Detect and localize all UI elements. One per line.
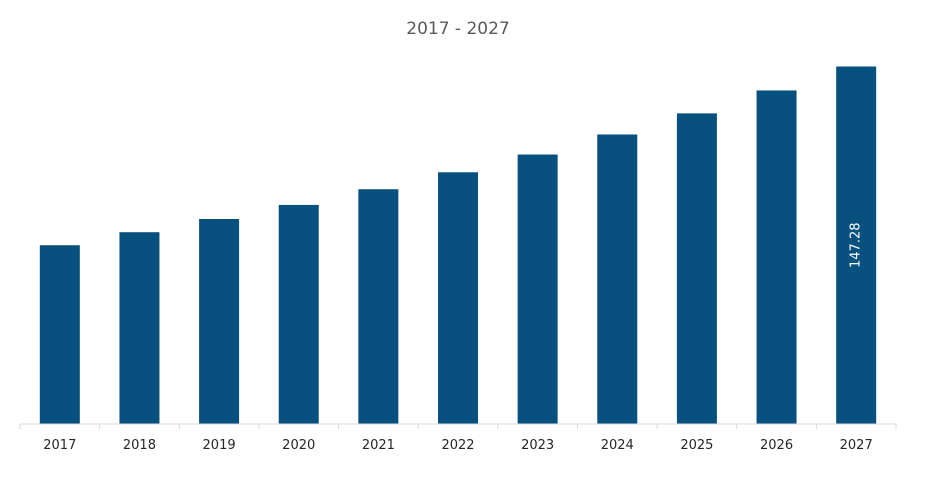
x-tick-label-2018: 2018 — [123, 438, 156, 453]
x-tick-label-2025: 2025 — [680, 438, 713, 453]
bar-2021 — [358, 189, 399, 424]
x-tick-label-2017: 2017 — [43, 438, 76, 453]
bar-2020 — [278, 204, 319, 424]
x-tick-label-2024: 2024 — [601, 438, 634, 453]
x-tick-label-2027: 2027 — [840, 438, 873, 453]
bar-2017 — [39, 245, 80, 424]
data-labels-group: 147.28 — [849, 222, 864, 267]
bar-2019 — [199, 218, 240, 424]
bar-2023 — [517, 154, 558, 424]
bar-2027 — [836, 66, 877, 424]
chart-title: 2017 - 2027 — [406, 19, 509, 39]
bar-2026 — [756, 90, 797, 424]
x-tick-label-2019: 2019 — [203, 438, 236, 453]
x-tick-label-2022: 2022 — [441, 438, 474, 453]
bar-2018 — [119, 232, 160, 424]
bar-2022 — [438, 172, 478, 424]
bar-2024 — [597, 134, 638, 424]
x-tick-label-2026: 2026 — [760, 438, 793, 453]
data-label-2027: 147.28 — [849, 222, 864, 267]
x-tick-label-2021: 2021 — [362, 438, 395, 453]
bars-group — [39, 66, 877, 424]
x-tick-labels-group: 2017 2018 2019 2020 2021 2022 2023 2024 2025 2026… — [43, 438, 872, 453]
bar-2025 — [676, 113, 717, 424]
x-tick-label-2020: 2020 — [282, 438, 315, 453]
x-ticks-group — [19, 424, 897, 429]
x-tick-label-2023: 2023 — [521, 438, 554, 453]
